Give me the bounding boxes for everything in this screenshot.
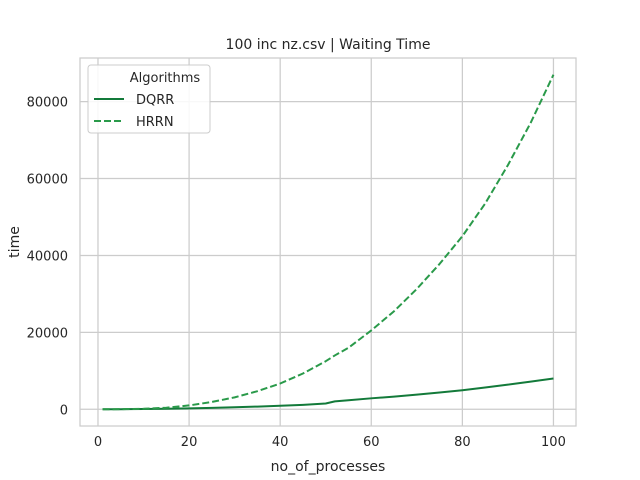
y-tick-label: 80000 — [27, 96, 68, 111]
series-line-dqrr — [102, 377, 554, 411]
y-tick-label: 0 — [60, 403, 68, 418]
x-tick-label: 60 — [363, 435, 380, 450]
legend-label-hrrn: HRRN — [136, 115, 174, 130]
y-tick-label: 40000 — [27, 249, 68, 264]
legend-box — [87, 64, 211, 134]
grid — [80, 58, 576, 426]
chart-title: 100 inc nz.csv | Waiting Time — [226, 37, 431, 53]
series-lines — [102, 74, 555, 411]
axes-frame — [79, 57, 577, 427]
series-line-hrrn — [102, 74, 555, 411]
legend-title: Algorithms — [130, 71, 201, 86]
x-axis-label: no_of_processes — [271, 459, 386, 475]
x-tick-label: 0 — [94, 435, 102, 450]
x-tick-label: 100 — [541, 435, 566, 450]
y-tick-labels: 0 20000 40000 60000 80000 — [27, 96, 68, 419]
y-axis-label: time — [7, 226, 23, 258]
y-tick-label: 20000 — [27, 326, 68, 341]
x-tick-labels: 0 20 40 60 80 100 — [94, 435, 566, 450]
y-tick-label: 60000 — [27, 173, 68, 188]
x-tick-label: 80 — [454, 435, 471, 450]
legend-label-dqrr: DQRR — [136, 93, 174, 108]
x-tick-label: 20 — [181, 435, 198, 450]
legend: Algorithms DQRR HRRN — [87, 64, 211, 134]
x-tick-label: 40 — [272, 435, 289, 450]
